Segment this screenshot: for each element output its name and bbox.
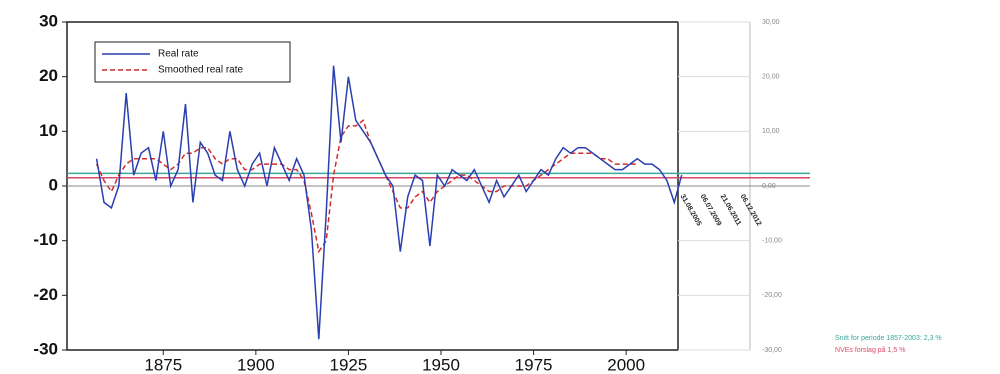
series-line: [95, 65, 683, 340]
x-tick-label: 2000: [607, 355, 645, 374]
y-tick-label: 20: [39, 66, 58, 85]
y-tick-label: 30: [39, 11, 58, 30]
date-label: 31.08.2005: [679, 193, 703, 227]
x-tick-label: 1900: [237, 355, 275, 374]
x-tick-label: 1875: [144, 355, 182, 374]
y-tick-label: 0: [49, 175, 58, 194]
legend-label: Real rate: [158, 49, 199, 60]
y2-tick-label: 20,00: [762, 74, 780, 81]
legend-label: Smoothed real rate: [158, 65, 243, 76]
y2-tick-label: -30,00: [762, 347, 782, 354]
y-tick-label: 10: [39, 121, 58, 140]
y2-tick-label: 30,00: [762, 19, 780, 26]
y-tick-label: -30: [33, 339, 58, 358]
y-tick-label: -10: [33, 230, 58, 249]
y-tick-label: -20: [33, 285, 58, 304]
x-tick-label: 1950: [422, 355, 460, 374]
y2-tick-label: -20,00: [762, 292, 782, 299]
legend-box: [94, 41, 291, 83]
y2-tick-label: 10,00: [762, 128, 780, 135]
legend: Real rate Smoothed real rate: [94, 41, 291, 83]
reference-note: NVEs forslag på 1,5 %: [835, 346, 905, 354]
series-line: [95, 119, 638, 254]
y2-tick-label: -10,00: [762, 238, 782, 245]
reference-note: Snitt for periode 1857-2003: 2,3 %: [835, 335, 942, 342]
x-tick-label: 1925: [330, 355, 368, 374]
x-tick-label: 1975: [515, 355, 553, 374]
